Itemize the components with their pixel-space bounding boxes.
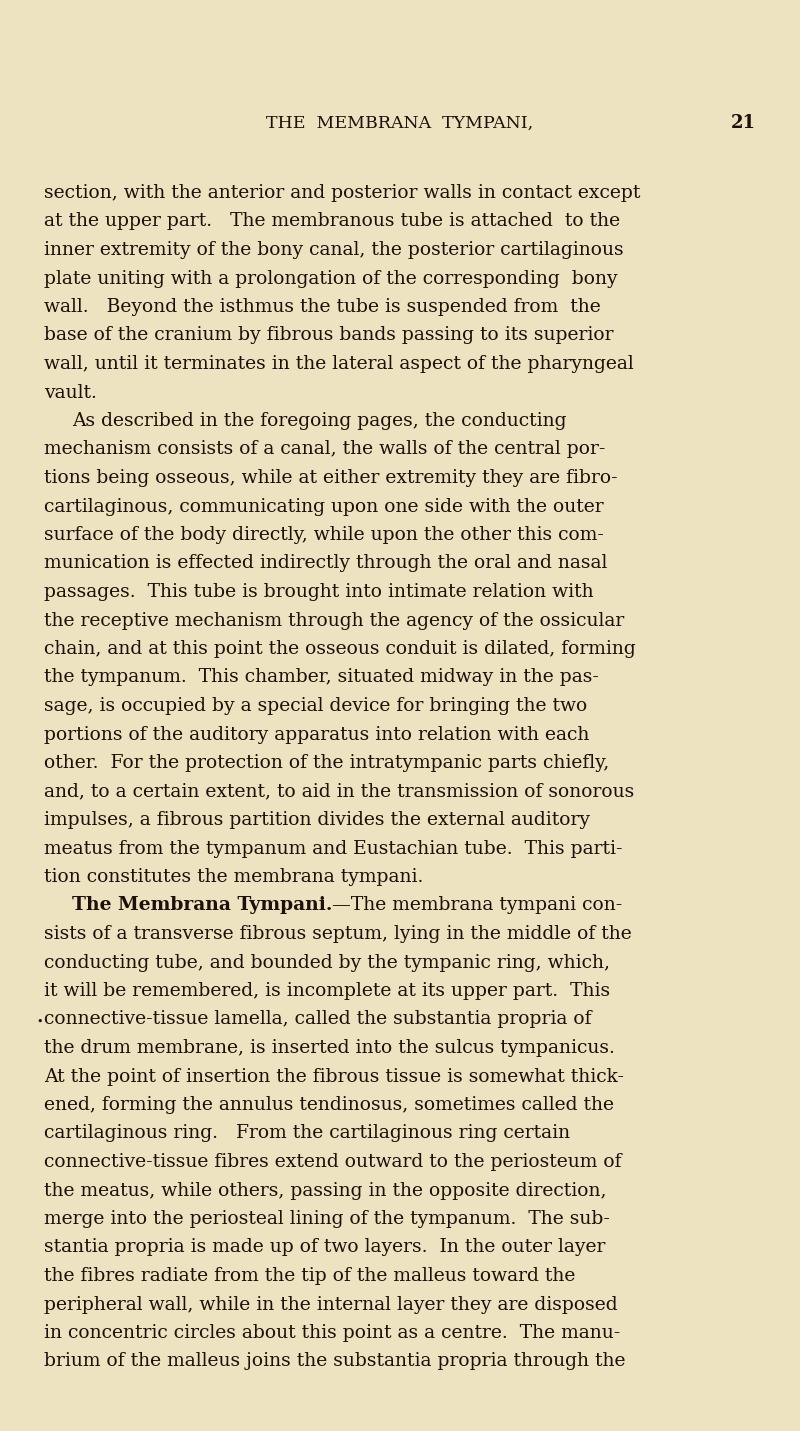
Text: stantia propria is made up of two layers.  In the outer layer: stantia propria is made up of two layers… — [44, 1238, 606, 1256]
Text: 21: 21 — [731, 114, 756, 132]
Text: the drum membrane, is inserted into the sulcus tympanicus.: the drum membrane, is inserted into the … — [44, 1039, 615, 1058]
Text: cartilaginous, communicating upon one side with the outer: cartilaginous, communicating upon one si… — [44, 498, 604, 515]
Text: sists of a transverse fibrous septum, lying in the middle of the: sists of a transverse fibrous septum, ly… — [44, 924, 632, 943]
Text: passages.  This tube is brought into intimate relation with: passages. This tube is brought into inti… — [44, 582, 594, 601]
Text: peripheral wall, while in the internal layer they are disposed: peripheral wall, while in the internal l… — [44, 1295, 618, 1314]
Text: •: • — [36, 1016, 42, 1026]
Text: wall.   Beyond the isthmus the tube is suspended from  the: wall. Beyond the isthmus the tube is sus… — [44, 298, 601, 316]
Text: in concentric circles about this point as a centre.  The manu-: in concentric circles about this point a… — [44, 1324, 620, 1342]
Text: meatus from the tympanum and Eustachian tube.  This parti-: meatus from the tympanum and Eustachian … — [44, 840, 622, 857]
Text: surface of the body directly, while upon the other this com-: surface of the body directly, while upon… — [44, 527, 604, 544]
Text: conducting tube, and bounded by the tympanic ring, which,: conducting tube, and bounded by the tymp… — [44, 953, 610, 972]
Text: tion constitutes the membrana tympani.: tion constitutes the membrana tympani. — [44, 869, 423, 886]
Text: the receptive mechanism through the agency of the ossicular: the receptive mechanism through the agen… — [44, 611, 624, 630]
Text: section, with the anterior and posterior walls in contact except: section, with the anterior and posterior… — [44, 185, 640, 202]
Text: impulses, a fibrous partition divides the external auditory: impulses, a fibrous partition divides th… — [44, 811, 590, 829]
Text: the fibres radiate from the tip of the malleus toward the: the fibres radiate from the tip of the m… — [44, 1266, 575, 1285]
Text: brium of the malleus joins the substantia propria through the: brium of the malleus joins the substanti… — [44, 1352, 626, 1371]
Text: the tympanum.  This chamber, situated midway in the pas-: the tympanum. This chamber, situated mid… — [44, 668, 599, 687]
Text: at the upper part.   The membranous tube is attached  to the: at the upper part. The membranous tube i… — [44, 212, 620, 230]
Text: inner extremity of the bony canal, the posterior cartilaginous: inner extremity of the bony canal, the p… — [44, 240, 624, 259]
Text: portions of the auditory apparatus into relation with each: portions of the auditory apparatus into … — [44, 726, 590, 744]
Text: connective-tissue fibres extend outward to the periosteum of: connective-tissue fibres extend outward … — [44, 1153, 622, 1171]
Text: base of the cranium by fibrous bands passing to its superior: base of the cranium by fibrous bands pas… — [44, 326, 614, 345]
Text: connective-tissue lamella, called the substantia propria of: connective-tissue lamella, called the su… — [44, 1010, 591, 1029]
Text: THE  MEMBRANA  TYMPANI,: THE MEMBRANA TYMPANI, — [266, 114, 534, 132]
Text: the meatus, while others, passing in the opposite direction,: the meatus, while others, passing in the… — [44, 1182, 606, 1199]
Text: merge into the periosteal lining of the tympanum.  The sub-: merge into the periosteal lining of the … — [44, 1211, 610, 1228]
Text: munication is effected indirectly through the oral and nasal: munication is effected indirectly throug… — [44, 554, 607, 572]
Text: other.  For the protection of the intratympanic parts chiefly,: other. For the protection of the intraty… — [44, 754, 610, 771]
Text: wall, until it terminates in the lateral aspect of the pharyngeal: wall, until it terminates in the lateral… — [44, 355, 634, 373]
Text: —The membrana tympani con-: —The membrana tympani con- — [332, 896, 622, 914]
Text: chain, and at this point the osseous conduit is dilated, forming: chain, and at this point the osseous con… — [44, 640, 636, 658]
Text: plate uniting with a prolongation of the corresponding  bony: plate uniting with a prolongation of the… — [44, 269, 618, 288]
Text: At the point of insertion the fibrous tissue is somewhat thick-: At the point of insertion the fibrous ti… — [44, 1068, 624, 1086]
Text: vault.: vault. — [44, 384, 97, 402]
Text: ened, forming the annulus tendinosus, sometimes called the: ened, forming the annulus tendinosus, so… — [44, 1096, 614, 1113]
Text: sage, is occupied by a special device for bringing the two: sage, is occupied by a special device fo… — [44, 697, 587, 716]
Text: tions being osseous, while at either extremity they are fibro-: tions being osseous, while at either ext… — [44, 469, 618, 487]
Text: and, to a certain extent, to aid in the transmission of sonorous: and, to a certain extent, to aid in the … — [44, 783, 634, 800]
Text: it will be remembered, is incomplete at its upper part.  This: it will be remembered, is incomplete at … — [44, 982, 610, 1000]
Text: The Membrana Tympani.: The Membrana Tympani. — [72, 896, 332, 914]
Text: mechanism consists of a canal, the walls of the central por-: mechanism consists of a canal, the walls… — [44, 441, 606, 458]
Text: As described in the foregoing pages,​ the conducting: As described in the foregoing pages,​ th… — [72, 412, 566, 429]
Text: cartilaginous ring.   From the cartilaginous ring certain: cartilaginous ring. From the cartilagino… — [44, 1125, 570, 1142]
